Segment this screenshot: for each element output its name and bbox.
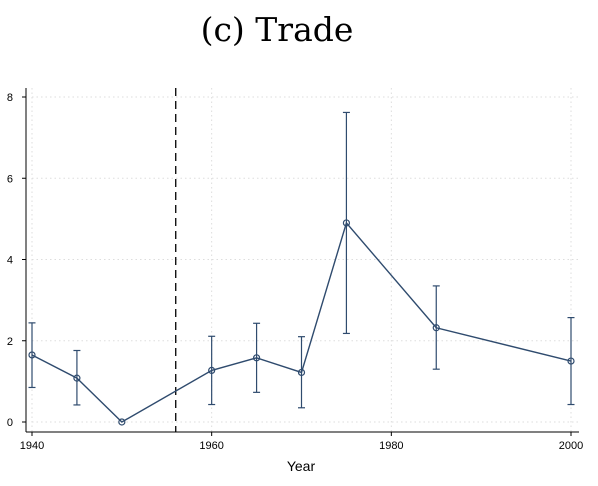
- data-point: [297, 368, 306, 377]
- x-tick-label: 1960: [199, 440, 223, 452]
- grid: [31, 88, 579, 432]
- x-tick-label: 1940: [20, 440, 44, 452]
- data-point: [567, 357, 575, 365]
- data-point: [342, 219, 351, 227]
- axes: 0 2 4 6 8 1940 1960 1980 2000: [7, 88, 583, 452]
- y-tick-label: 2: [7, 336, 13, 348]
- series-line: [31, 221, 572, 423]
- y-tick-label: 8: [7, 92, 13, 104]
- y-tick-label: 6: [7, 173, 13, 185]
- data-point: [118, 418, 126, 426]
- chart-title: (c) Trade: [200, 10, 354, 49]
- y-tick-label: 4: [7, 255, 13, 267]
- confidence-intervals: [28, 111, 575, 409]
- series-layer: [28, 219, 575, 426]
- y-tick-label: 0: [7, 417, 13, 429]
- data-point: [28, 351, 36, 359]
- data-point: [432, 324, 440, 332]
- x-tick-label: 1980: [379, 440, 403, 452]
- data-point: [73, 374, 81, 382]
- x-tick-label: 2000: [559, 440, 583, 452]
- data-point: [252, 354, 261, 362]
- x-axis-title: Year: [287, 458, 316, 474]
- data-point: [208, 366, 216, 375]
